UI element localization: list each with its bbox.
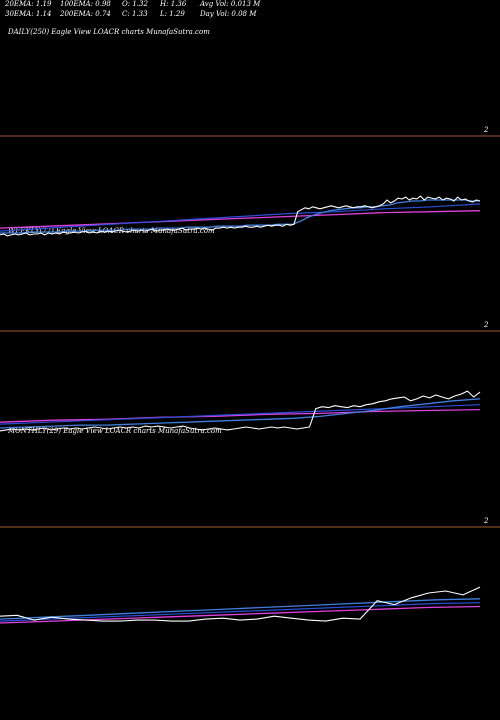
stat-30ema: 30EMA: 1.14: [5, 10, 52, 18]
series-line-ema-fast: [0, 398, 481, 429]
stat-high: H: 1.36: [160, 0, 187, 8]
series-line-ema-slow: [0, 210, 481, 229]
series-line-ema-mid: [0, 203, 481, 232]
panel-monthly: 2: [0, 517, 500, 624]
stat-avg-vol: Avg Vol: 0.013 M: [200, 0, 261, 8]
stat-close: C: 1.33: [122, 10, 148, 18]
daily-panel-label: DAILY(250) Eagle View LOACR charts Munaf…: [8, 28, 210, 36]
series-line-ema-mid: [0, 602, 481, 622]
panel-daily: 2: [0, 126, 500, 237]
reference-tick-label: 2: [483, 321, 489, 329]
stat-low: L: 1.29: [160, 10, 185, 18]
reference-tick-label: 2: [483, 126, 489, 134]
panel-weekly: 2: [0, 321, 500, 432]
reference-tick-label: 2: [483, 517, 489, 525]
monthly-panel-label: MONTHLY(29) Eagle View LOACR charts Muna…: [8, 427, 222, 435]
series-line-price: [0, 390, 481, 432]
series-line-ema-fast: [0, 199, 480, 234]
stat-day-vol: Day Vol: 0.08 M: [200, 10, 257, 18]
series-line-ema-mid: [0, 404, 481, 425]
stat-200ema: 200EMA: 0.74: [60, 10, 111, 18]
stat-20ema: 20EMA: 1.19: [5, 0, 52, 8]
weekly-panel-label: WEEKLY(77) Eagle View LOACR charts Munaf…: [8, 227, 215, 235]
series-line-price: [0, 195, 481, 237]
stat-100ema: 100EMA: 0.98: [60, 0, 111, 8]
series-line-ema-slow: [0, 408, 481, 423]
series-line-price: [0, 586, 481, 622]
stat-open: O: 1.32: [122, 0, 148, 8]
series-line-ema-fast: [0, 598, 481, 620]
